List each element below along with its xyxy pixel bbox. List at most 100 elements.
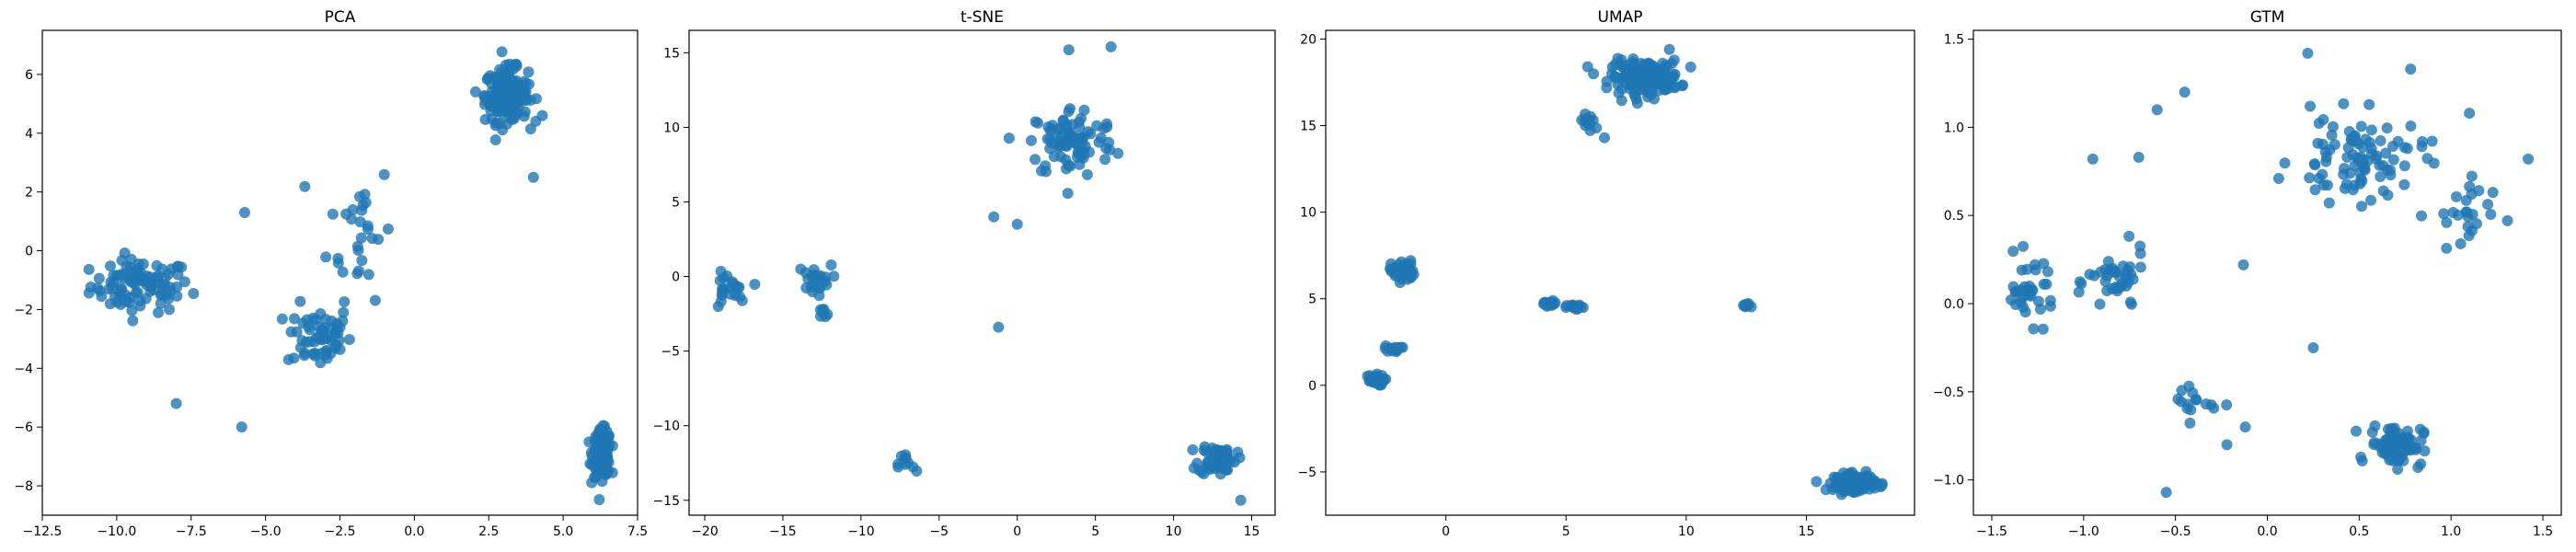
scatter-point [238, 207, 250, 219]
scatter-point [2323, 197, 2335, 209]
scatter-point [327, 208, 339, 220]
x-tick-label: −1.0 [2068, 524, 2099, 539]
scatter-point [497, 96, 509, 108]
scatter-point [1623, 59, 1635, 71]
scatter-point [1685, 61, 1696, 73]
y-tick-label: 2 [25, 186, 33, 201]
x-tick-label: 5 [1562, 524, 1570, 539]
scatter-point [597, 453, 609, 465]
scatter-point [2302, 47, 2314, 59]
scatter-point [158, 279, 170, 291]
scatter-point [362, 269, 374, 281]
scatter-point [1210, 444, 1222, 456]
scatter-point [96, 291, 108, 303]
scatter-point [2073, 286, 2085, 298]
scatter-point [132, 286, 144, 298]
scatter-point [111, 296, 123, 308]
scatter-point [2133, 151, 2145, 163]
scatter-point [496, 46, 508, 58]
y-tick-label: 0 [25, 245, 33, 259]
scatter-point [1029, 154, 1041, 166]
scatter-point [2365, 148, 2377, 160]
x-tick-label: 7.5 [627, 524, 648, 539]
scatter-point [1399, 259, 1411, 271]
scatter-point [2438, 208, 2450, 220]
scatter-point [1860, 472, 1872, 484]
y-tick-label: −0.5 [1933, 385, 1964, 400]
scatter-point [2466, 170, 2478, 182]
scatter-point [299, 180, 311, 192]
x-tick-label: 15 [1799, 524, 1815, 539]
scatter-point [2462, 211, 2474, 223]
scatter-point [1078, 104, 1090, 116]
scatter-point [1581, 61, 1593, 73]
scatter-point [366, 233, 378, 245]
scatter-point [478, 90, 490, 102]
scatter-point [289, 313, 301, 325]
y-tick-label: 1.5 [1944, 33, 1964, 48]
scatter-point [2387, 154, 2399, 166]
scatter-point [2160, 487, 2172, 499]
scatter-point [1055, 151, 1067, 163]
scatter-point [2501, 214, 2513, 226]
scatter-point [1040, 166, 1052, 178]
scatter-point [819, 275, 831, 287]
scatter-point [2179, 86, 2191, 98]
y-tick-label: 0 [672, 270, 680, 285]
scatter-point [469, 86, 481, 98]
scatter-point [2412, 461, 2424, 473]
scatter-point [107, 282, 119, 294]
x-tick-label: −5 [929, 524, 949, 539]
scatter-point [296, 335, 308, 347]
scatter-point [899, 458, 911, 470]
scatter-point [1663, 43, 1675, 55]
scatter-point [2124, 296, 2136, 308]
scatter-point [1582, 118, 1594, 130]
y-tick-label: 15 [663, 46, 680, 61]
scatter-point [356, 255, 368, 267]
scatter-point [721, 270, 733, 282]
scatter-point [369, 294, 381, 306]
axes-frame [688, 29, 1276, 516]
scatter-point [382, 223, 394, 235]
scatter-point [2027, 284, 2039, 296]
panel-pca: PCA −12.5 −10.0 −7.5 −5.0 −2.5 0.0 2.5 5.0 7.5 −8… [14, 8, 648, 539]
scatter-point [116, 255, 128, 267]
x-tick-label: 10 [1166, 524, 1182, 539]
scatter-point [2351, 425, 2363, 437]
scatter-point [2377, 185, 2389, 197]
scatter-point [2409, 443, 2421, 454]
x-tick-label: 0 [1013, 524, 1021, 539]
y-tick-label: −2 [14, 303, 33, 317]
scatter-point [2421, 153, 2433, 165]
scatter-point [161, 289, 173, 301]
scatter-point [1044, 143, 1056, 155]
scatter-point [2355, 201, 2367, 213]
scatter-point [1385, 258, 1397, 270]
scatter-point [2032, 295, 2044, 307]
x-tick-label: 1.0 [2441, 524, 2461, 539]
scatter-point [2416, 210, 2428, 222]
scatter-point [606, 466, 618, 478]
scatter-point [1057, 115, 1069, 127]
scatter-point [2094, 298, 2106, 310]
scatter-point [2487, 187, 2499, 199]
scatter-point [1062, 188, 1074, 200]
scatter-point [2028, 323, 2040, 335]
scatter-point [2044, 300, 2056, 312]
scatter-point [2111, 285, 2123, 297]
scatter-point [805, 282, 817, 293]
scatter-point [911, 466, 923, 477]
scatter-point [1032, 117, 1044, 129]
scatter-point [2313, 118, 2325, 130]
axes-frame [1325, 29, 1915, 516]
scatter-point [1063, 159, 1075, 171]
scatter-point [2237, 259, 2249, 270]
x-tick-label: 0.5 [2349, 524, 2369, 539]
scatter-point [355, 232, 367, 244]
scatter-point [339, 295, 351, 307]
scatter-point [2380, 147, 2392, 159]
chart-title: UMAP [1598, 8, 1643, 27]
scatter-point [2419, 445, 2431, 457]
scatter-point [188, 288, 200, 300]
